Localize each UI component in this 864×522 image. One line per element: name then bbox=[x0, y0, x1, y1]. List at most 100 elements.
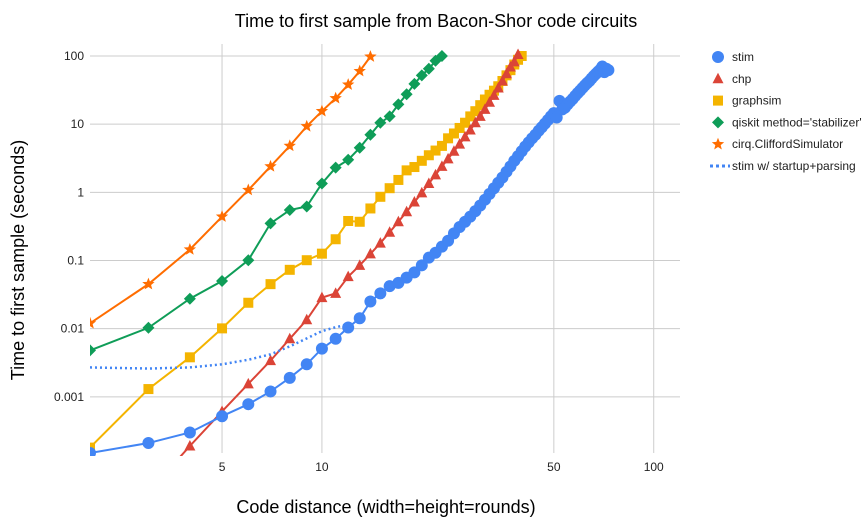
data-point bbox=[284, 264, 295, 275]
data-point bbox=[216, 410, 229, 423]
legend-label: graphsim bbox=[732, 94, 781, 108]
data-point bbox=[384, 183, 395, 194]
data-point bbox=[90, 447, 96, 456]
data-point bbox=[364, 295, 377, 308]
y-tick-label: 0.001 bbox=[54, 390, 84, 404]
series-layer bbox=[90, 48, 615, 497]
data-point bbox=[329, 332, 342, 345]
data-point bbox=[354, 216, 365, 227]
x-axis-title: Code distance (width=height=rounds) bbox=[236, 497, 535, 517]
data-point bbox=[374, 287, 387, 300]
series-cirq-cliffordsimulator bbox=[90, 50, 377, 329]
data-point bbox=[415, 259, 428, 272]
data-point bbox=[474, 110, 486, 121]
data-point bbox=[265, 279, 276, 290]
legend-swatch bbox=[712, 72, 724, 84]
data-point bbox=[143, 486, 154, 497]
data-point bbox=[301, 255, 312, 266]
data-point bbox=[512, 48, 524, 60]
data-point bbox=[475, 100, 486, 111]
data-point bbox=[283, 204, 296, 217]
data-point bbox=[448, 128, 459, 139]
legend-swatch bbox=[712, 116, 724, 129]
data-point bbox=[142, 277, 155, 290]
data-point bbox=[602, 64, 615, 77]
data-point bbox=[216, 275, 229, 288]
data-point bbox=[283, 371, 296, 384]
series-stim bbox=[90, 60, 615, 456]
data-point bbox=[342, 153, 355, 166]
data-point bbox=[415, 69, 428, 82]
data-point bbox=[408, 77, 421, 90]
data-point bbox=[184, 440, 196, 451]
y-tick-label: 0.01 bbox=[61, 322, 85, 336]
y-tick-label: 1 bbox=[77, 185, 84, 199]
data-point bbox=[416, 155, 427, 166]
data-point bbox=[343, 215, 354, 226]
data-point bbox=[442, 152, 454, 164]
y-axis-ticks: 0.001 0.01 0.1 1 10 100 bbox=[54, 49, 84, 404]
data-point bbox=[243, 297, 254, 308]
data-point bbox=[393, 174, 404, 185]
x-tick-label: 5 bbox=[219, 460, 226, 474]
data-point bbox=[184, 352, 195, 363]
y-tick-label: 10 bbox=[71, 117, 85, 131]
data-point bbox=[142, 321, 155, 334]
data-point bbox=[342, 270, 354, 282]
data-point bbox=[215, 210, 229, 222]
data-point bbox=[354, 259, 366, 270]
data-point bbox=[508, 55, 520, 67]
data-point bbox=[242, 183, 255, 196]
data-point bbox=[479, 103, 491, 114]
data-point bbox=[183, 243, 197, 255]
data-point bbox=[392, 215, 404, 227]
legend-item-stim-w-startup-parsing: stim w/ startup+parsing bbox=[710, 159, 856, 173]
data-point bbox=[242, 254, 255, 267]
legend-swatch bbox=[712, 51, 724, 63]
data-point bbox=[422, 62, 435, 75]
series-stim-w-startup-parsing bbox=[90, 323, 349, 370]
data-point bbox=[423, 150, 434, 161]
data-point bbox=[265, 354, 277, 366]
data-point bbox=[330, 234, 341, 245]
data-point bbox=[484, 96, 496, 107]
data-point bbox=[353, 312, 366, 325]
series-graphsim bbox=[90, 51, 527, 453]
data-point bbox=[401, 165, 412, 176]
data-point bbox=[329, 91, 342, 104]
data-point bbox=[284, 332, 296, 344]
legend-swatch bbox=[711, 137, 725, 150]
y-tick-label: 0.1 bbox=[67, 254, 84, 268]
legend-label: stim w/ startup+parsing bbox=[732, 159, 856, 173]
x-axis-ticks: 5 10 50 100 bbox=[219, 460, 664, 474]
data-point bbox=[316, 248, 327, 259]
data-point bbox=[488, 89, 500, 100]
x-tick-label: 50 bbox=[547, 460, 561, 474]
data-point bbox=[374, 116, 387, 129]
data-point bbox=[430, 145, 441, 156]
data-point bbox=[501, 67, 513, 79]
legend-swatch bbox=[713, 95, 723, 106]
y-tick-label: 100 bbox=[64, 49, 84, 63]
data-point bbox=[465, 111, 476, 122]
data-point bbox=[464, 124, 476, 135]
data-point bbox=[364, 247, 376, 259]
data-point bbox=[264, 217, 277, 230]
series-line bbox=[90, 323, 349, 370]
data-point bbox=[384, 226, 396, 237]
data-point bbox=[423, 177, 435, 188]
data-point bbox=[364, 128, 377, 141]
data-point bbox=[448, 145, 460, 156]
data-point bbox=[264, 159, 277, 172]
data-point bbox=[315, 104, 329, 117]
data-point bbox=[460, 117, 471, 128]
data-point bbox=[315, 177, 328, 190]
data-point bbox=[375, 191, 386, 202]
data-point bbox=[492, 81, 504, 93]
data-point bbox=[416, 186, 428, 198]
data-point bbox=[365, 203, 376, 214]
data-point bbox=[342, 321, 355, 334]
data-point bbox=[217, 323, 228, 334]
data-point bbox=[496, 74, 508, 86]
data-point bbox=[183, 426, 196, 439]
